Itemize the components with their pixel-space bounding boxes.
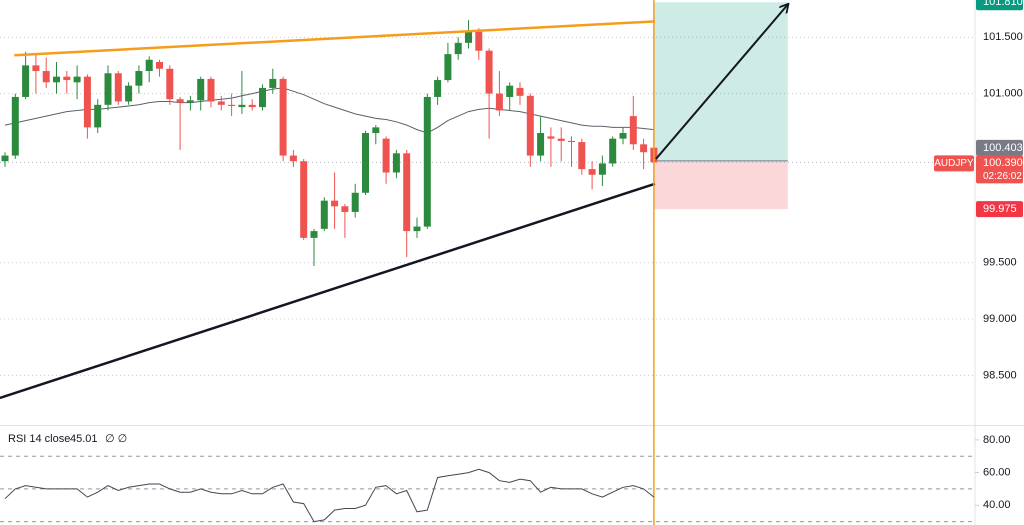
candle-body [207, 78, 215, 102]
candle-body [372, 127, 380, 134]
symbol-label: AUDJPY [934, 158, 974, 169]
candle-body [22, 65, 30, 97]
candle-body [526, 95, 534, 156]
rsi-value: 45.01 [70, 433, 98, 445]
candle-body [166, 68, 174, 100]
moving-average [4, 87, 654, 134]
candle-body [145, 59, 153, 72]
candle-body [331, 200, 339, 207]
rsi-title: RSI 14 close [8, 433, 70, 445]
candle-body [310, 231, 318, 238]
candle-body [619, 133, 627, 139]
candle-body [53, 76, 60, 83]
candle-body [176, 99, 184, 103]
loss-zone [653, 160, 788, 210]
arrow [655, 5, 788, 160]
candle-body [506, 85, 514, 97]
last-price-label: 100.390 [983, 157, 1023, 169]
candle-body [11, 96, 19, 156]
last-price-badge [976, 155, 1023, 184]
candle-body [413, 226, 421, 232]
y-tick-label: 101.500 [983, 31, 1023, 43]
stop-badge [976, 201, 1023, 218]
candle-body [485, 50, 493, 94]
candle-body [259, 87, 266, 108]
candle-body [495, 93, 503, 111]
rsi-tick-label: 80.00 [983, 434, 1011, 446]
y-tick-label: 101.000 [983, 87, 1023, 99]
rsi-tick-label: 40.00 [983, 499, 1011, 511]
candle-body [341, 206, 349, 212]
candle-body [320, 200, 328, 229]
target-badge [976, 0, 1023, 11]
candle-body [588, 169, 596, 175]
candle-body [197, 78, 205, 101]
candle-body [94, 104, 102, 128]
trendline [14, 20, 655, 57]
candle-body [63, 76, 71, 81]
rsi-icons: ∅ ∅ [105, 433, 127, 445]
candle-body [83, 76, 91, 128]
candle-body [629, 116, 637, 145]
candle-body [42, 71, 50, 83]
y-tick-label: 99.000 [983, 313, 1017, 325]
candle-body [454, 42, 462, 55]
rsi-line [4, 468, 655, 523]
candle-body [547, 136, 555, 139]
stop-label: 99.975 [983, 203, 1017, 215]
candle-body [351, 192, 359, 212]
entry-label: 100.403 [983, 142, 1023, 154]
candle-body [640, 144, 648, 153]
candle-body [125, 85, 133, 102]
candle-body [465, 31, 472, 43]
candle-body [382, 138, 390, 173]
candle-body [362, 133, 369, 193]
candle-body [73, 76, 81, 83]
candle-body [578, 142, 586, 170]
candle-body [32, 65, 40, 72]
candle-body [444, 54, 452, 81]
candle-body [557, 138, 565, 141]
candle-body [269, 78, 277, 88]
candle-body [248, 104, 256, 108]
candle-body [186, 100, 194, 103]
entry-badge [976, 139, 1023, 156]
candle-body [516, 87, 524, 96]
candle-body [279, 78, 287, 156]
candle-body [434, 80, 442, 97]
candle-body [114, 73, 122, 102]
candle-body [135, 71, 143, 86]
candle-body [568, 140, 575, 143]
candle-body [289, 155, 297, 162]
candle-body [423, 96, 431, 227]
target-label: 101.810 [983, 0, 1023, 8]
candle-body [300, 161, 308, 238]
trendline [0, 182, 656, 400]
symbol-badge [934, 155, 974, 172]
candle-body [228, 104, 236, 106]
y-tick-label: 98.500 [983, 369, 1017, 381]
candle-body [156, 62, 163, 69]
candle-body [217, 101, 225, 105]
candle-body [598, 163, 606, 175]
countdown: 02:26:02 [983, 171, 1022, 182]
rsi-tick-label: 60.00 [983, 466, 1011, 478]
candle-body [403, 153, 411, 232]
candle-body [238, 104, 246, 108]
candle-body [609, 138, 617, 164]
candle-body [537, 133, 545, 156]
candle-body [104, 73, 112, 105]
candle-body [475, 31, 483, 51]
candle-body [1, 155, 9, 162]
candle-body [392, 153, 400, 173]
y-tick-label: 99.500 [983, 257, 1017, 269]
